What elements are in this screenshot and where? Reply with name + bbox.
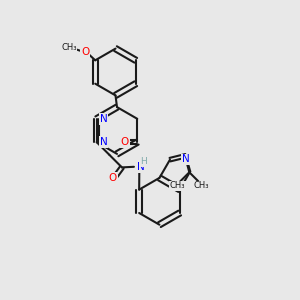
Text: CH₃: CH₃ — [194, 181, 209, 190]
Text: N: N — [100, 137, 107, 147]
Text: O: O — [81, 46, 89, 57]
Text: O: O — [121, 137, 129, 147]
Text: N: N — [100, 114, 107, 124]
Text: H: H — [140, 157, 147, 166]
Text: N: N — [137, 162, 145, 172]
Text: CH₃: CH₃ — [61, 43, 76, 52]
Text: CH₃: CH₃ — [169, 181, 185, 190]
Text: N: N — [182, 154, 190, 164]
Text: O: O — [109, 173, 117, 183]
